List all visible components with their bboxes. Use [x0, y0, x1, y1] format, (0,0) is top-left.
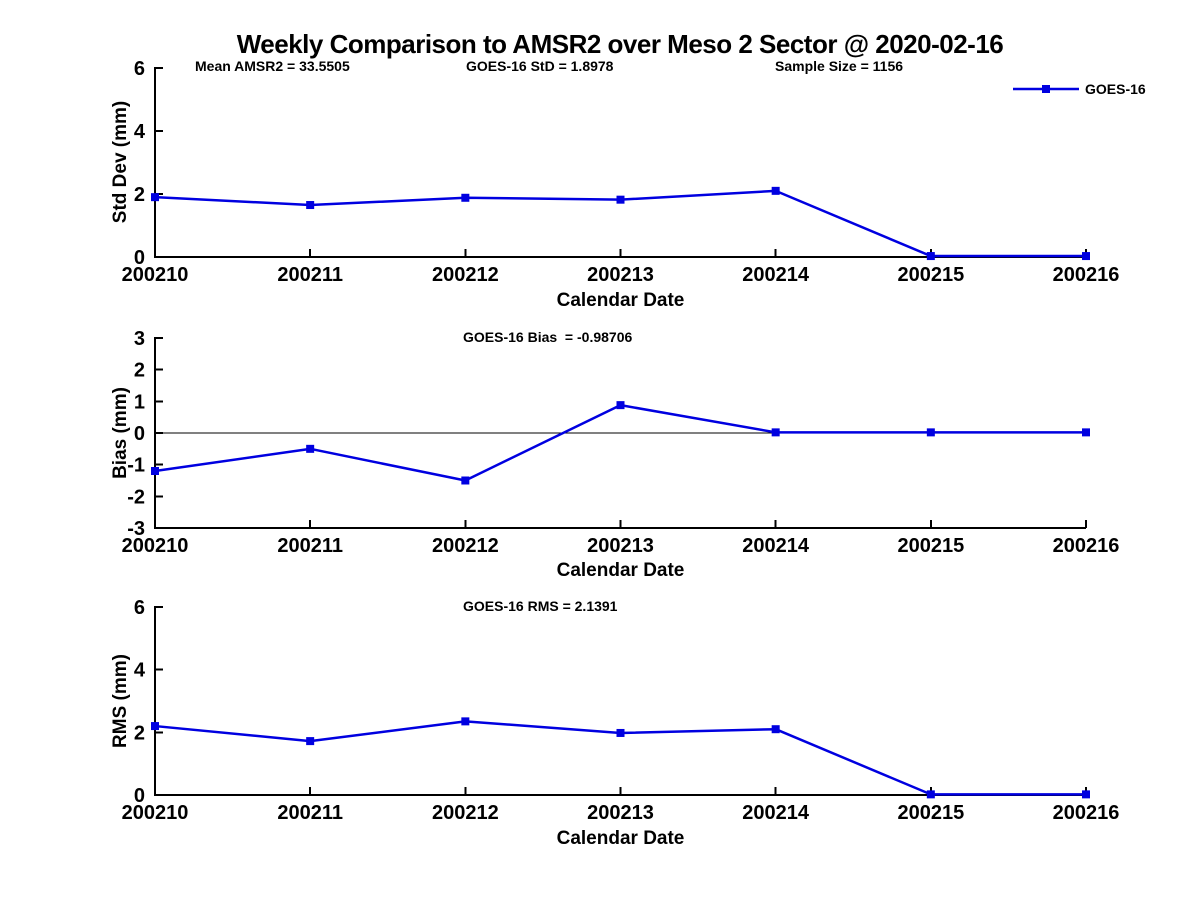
- data-line: [153, 403, 1088, 482]
- data-marker: [461, 717, 470, 726]
- data-marker: [151, 722, 159, 731]
- x-tick-label: 200215: [897, 264, 964, 286]
- data-marker: [306, 444, 315, 453]
- x-axis-label-bias: Calendar Date: [556, 560, 685, 581]
- legend-marker: [1042, 85, 1050, 93]
- x-tick-label: 200216: [1053, 264, 1120, 286]
- x-tick-label: 200216: [1053, 802, 1120, 824]
- panel-title-rms: GOES-16 RMS = 2.1391: [463, 598, 618, 614]
- y-tick-label: 2: [134, 184, 145, 206]
- y-tick-label: 6: [134, 597, 145, 619]
- data-marker: [1082, 428, 1090, 437]
- annotation-goes16-std: GOES-16 StD = 1.8978: [466, 58, 614, 74]
- data-marker: [151, 193, 159, 202]
- y-tick-label: 6: [134, 58, 145, 80]
- x-tick-label: 200212: [432, 264, 499, 286]
- data-marker: [306, 201, 315, 210]
- data-marker: [926, 790, 935, 799]
- x-tick-label: 200215: [897, 535, 964, 557]
- y-axis-label-bias: Bias (mm): [110, 387, 131, 479]
- x-tick-label: 200213: [587, 802, 654, 824]
- y-axis-label-rms: RMS (mm): [110, 654, 131, 748]
- y-tick-label: 4: [134, 121, 146, 143]
- data-marker: [616, 401, 625, 410]
- y-tick-label: 3: [134, 328, 145, 350]
- x-tick-label: 200210: [122, 802, 189, 824]
- x-tick-label: 200214: [742, 264, 810, 286]
- y-tick-label: 1: [134, 391, 145, 413]
- data-marker: [616, 728, 625, 737]
- y-tick-label: -3: [127, 518, 145, 540]
- x-tick-label: 200212: [432, 535, 499, 557]
- data-marker: [461, 476, 470, 485]
- data-marker: [771, 428, 780, 437]
- x-axis-label-rms: Calendar Date: [556, 828, 685, 849]
- data-marker: [151, 467, 159, 475]
- x-tick-label: 200212: [432, 802, 499, 824]
- annotation-mean-amsr2: Mean AMSR2 = 33.5505: [195, 58, 350, 74]
- y-tick-label: -1: [127, 455, 145, 477]
- data-marker: [771, 725, 780, 734]
- x-tick-label: 200211: [277, 535, 343, 557]
- x-tick-label: 200216: [1053, 535, 1120, 557]
- data-marker: [926, 252, 935, 261]
- legend-line-sample-icon: [1013, 85, 1079, 93]
- panel-title-bias: GOES-16 Bias = -0.98706: [463, 329, 633, 345]
- main-title: Weekly Comparison to AMSR2 over Meso 2 S…: [236, 29, 1004, 59]
- y-tick-label: 0: [134, 785, 145, 807]
- x-tick-label: 200213: [587, 264, 654, 286]
- x-tick-label: 200210: [122, 264, 189, 286]
- data-marker: [771, 186, 780, 195]
- legend: GOES-16: [1012, 80, 1146, 98]
- y-tick-label: -2: [127, 486, 145, 508]
- y-tick-label: 0: [134, 247, 145, 269]
- data-marker: [461, 193, 470, 202]
- x-tick-label: 200210: [122, 535, 189, 557]
- y-tick-label: 2: [134, 360, 145, 382]
- x-tick-label: 200215: [897, 802, 964, 824]
- data-marker: [1082, 790, 1090, 799]
- x-axis-label-std-dev: Calendar Date: [556, 290, 685, 311]
- data-marker: [616, 195, 625, 204]
- x-tick-label: 200214: [742, 535, 810, 557]
- y-axis-label-std-dev: Std Dev (mm): [110, 100, 131, 224]
- y-tick-label: 2: [134, 722, 145, 744]
- y-tick-label: 0: [134, 423, 145, 445]
- x-tick-label: 200211: [277, 802, 343, 824]
- data-marker: [306, 737, 315, 746]
- legend-label: GOES-16: [1085, 81, 1146, 97]
- x-tick-label: 200211: [277, 264, 343, 286]
- annotation-sample-size: Sample Size = 1156: [775, 58, 904, 74]
- x-tick-label: 200213: [587, 535, 654, 557]
- data-marker: [1082, 252, 1090, 261]
- data-marker: [926, 428, 935, 437]
- x-tick-label: 200214: [742, 802, 810, 824]
- y-tick-label: 4: [134, 660, 146, 682]
